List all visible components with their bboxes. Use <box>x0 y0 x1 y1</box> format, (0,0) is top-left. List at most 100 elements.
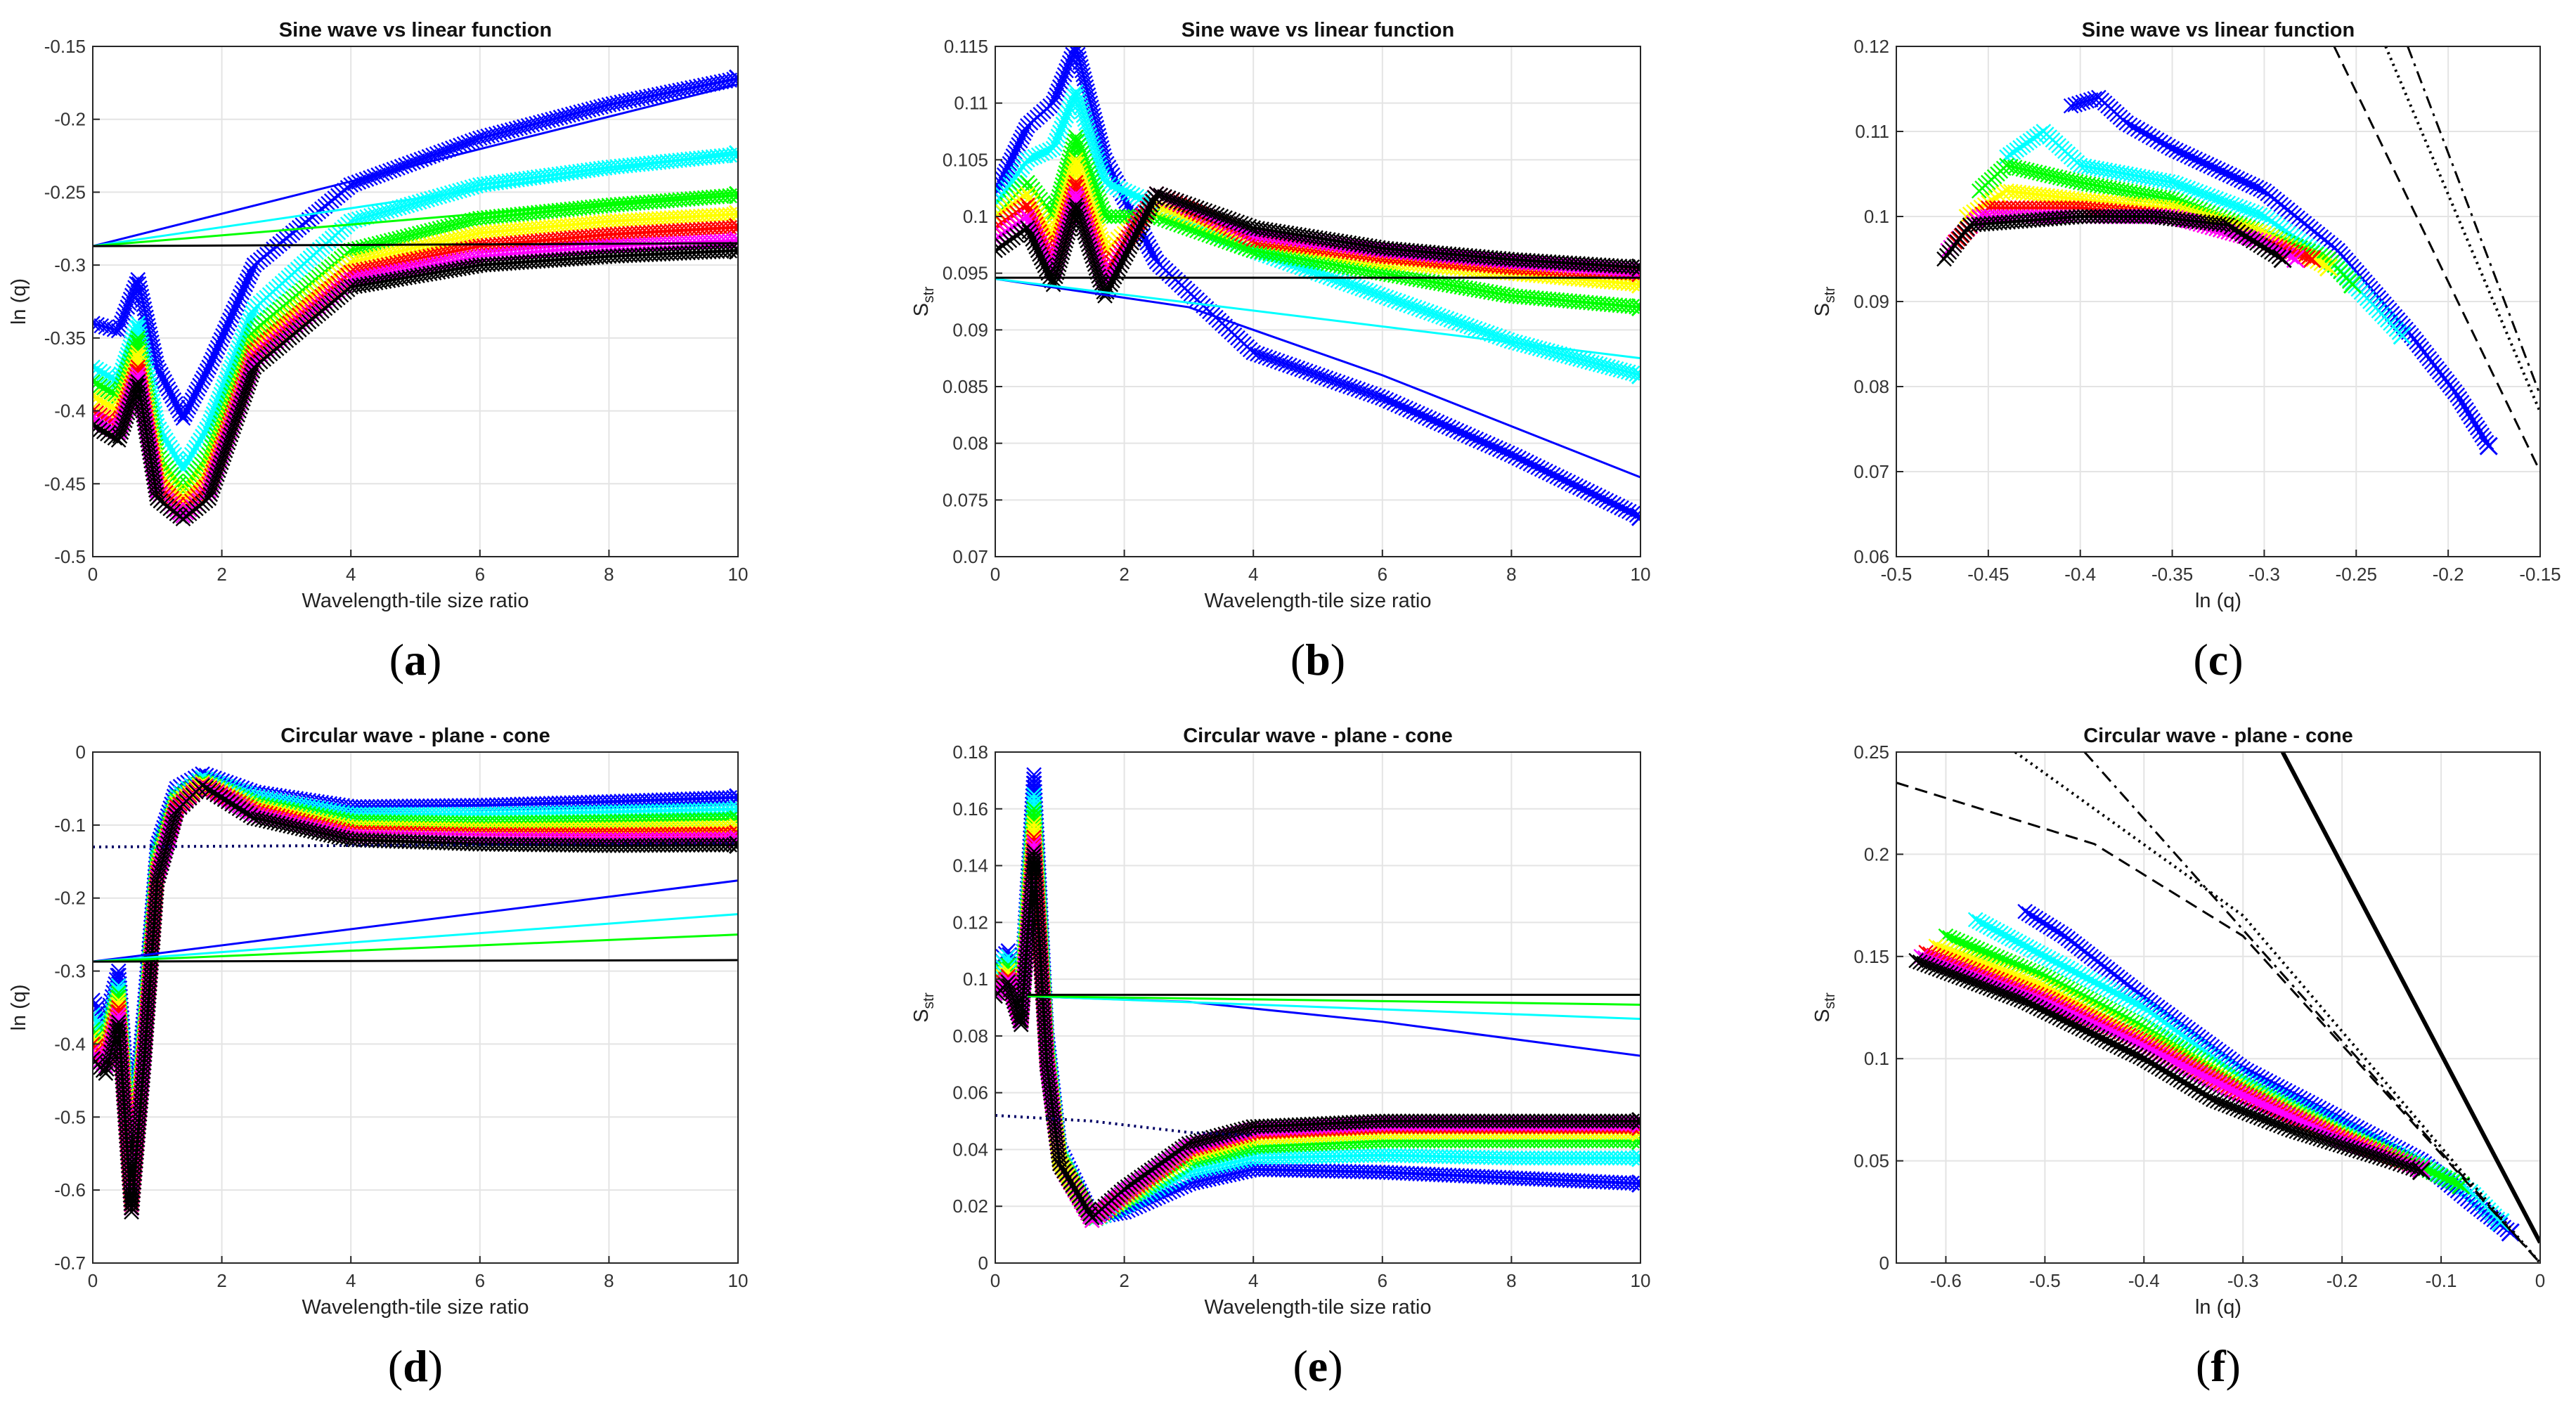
series-blue-line <box>995 278 1640 479</box>
series-blue-marker <box>418 150 433 166</box>
series-blue-marker <box>93 992 101 1008</box>
series-black-marker <box>2234 226 2250 242</box>
series-cyan-marker <box>2252 207 2268 223</box>
y-axis-label-main: S <box>910 303 933 316</box>
x-tick-label: 4 <box>1248 564 1258 585</box>
series-cyan-marker <box>93 359 101 375</box>
series-black-marker <box>1193 202 1209 217</box>
series-black-marker <box>1177 196 1193 212</box>
x-tick-label: -0.45 <box>1967 564 2009 585</box>
series-blue-marker <box>110 323 127 339</box>
series-black-marker <box>1237 217 1253 233</box>
series-black-marker <box>242 371 258 387</box>
series-yellow-marker <box>93 392 108 408</box>
series-yellow-marker <box>1629 276 1640 292</box>
series-blue-marker <box>160 381 176 397</box>
series-red-marker <box>93 405 105 421</box>
series-blue-marker <box>1245 344 1262 361</box>
series-blue-marker <box>1286 358 1302 375</box>
series-green-marker <box>93 376 105 391</box>
series-magenta-marker <box>93 413 105 428</box>
series-blue-marker <box>1557 472 1572 488</box>
series-cyan-marker <box>1047 136 1063 153</box>
series-black-marker <box>1124 235 1139 251</box>
series-cyan-marker <box>1326 271 1342 287</box>
panel-label-letter: b <box>1305 635 1331 685</box>
panel-label-open: ( <box>2193 635 2208 685</box>
series-cyan-marker <box>1451 315 1467 331</box>
y-axis-label-subscript: str <box>1822 287 1838 303</box>
series-blue-marker <box>114 315 129 331</box>
series-black-marker <box>1021 224 1037 240</box>
series-blue-marker <box>1146 250 1163 266</box>
series-blue-marker <box>209 339 226 356</box>
y-tick-label: 0.11 <box>1855 121 1889 142</box>
series-blue-marker <box>2203 158 2218 174</box>
series-blue-marker <box>2229 171 2246 186</box>
plot-area <box>93 69 738 526</box>
series-black-marker <box>240 375 257 391</box>
series-cyan-marker <box>1439 311 1455 327</box>
series-blue-marker <box>1421 410 1437 427</box>
series-blue-marker <box>2214 164 2230 179</box>
series-green-marker <box>96 380 112 396</box>
series-cyan-marker <box>1423 305 1439 321</box>
series-yellow-marker <box>2310 254 2325 269</box>
plot-area <box>93 766 738 1220</box>
series-blue-marker <box>231 292 247 309</box>
series-black-marker <box>1020 220 1035 235</box>
series-blue-marker <box>1437 418 1453 434</box>
series-red-marker <box>93 403 101 419</box>
series-black-marker <box>2260 242 2276 258</box>
series-cyan-end-marker <box>728 145 738 164</box>
series-blue-marker <box>242 265 259 281</box>
series-black-marker <box>2227 221 2243 238</box>
series-cyan-marker <box>1359 283 1374 298</box>
series-green-end-marker <box>728 186 738 205</box>
series-blue-marker <box>184 392 200 408</box>
series-black-marker <box>1023 228 1039 243</box>
series-cyan-marker <box>2220 195 2237 211</box>
series-magenta-marker <box>2284 249 2300 265</box>
x-tick-label: 4 <box>346 564 356 585</box>
series-dashed-ref <box>2333 46 2540 472</box>
series-yellow-marker <box>93 390 105 406</box>
series-cyan-marker <box>1475 323 1491 339</box>
series-black-marker <box>238 383 254 399</box>
series-blue-marker <box>2126 119 2142 135</box>
series-cyan-marker <box>1443 312 1459 328</box>
series-blue-marker <box>2245 178 2260 193</box>
series-blue-marker <box>1334 376 1350 391</box>
series-blue-marker <box>1047 91 1063 107</box>
series-blue-marker <box>1413 407 1430 423</box>
series-blue-marker <box>232 288 248 304</box>
panel-label-open: ( <box>389 635 404 685</box>
series-blue-marker <box>2461 406 2476 421</box>
series-blue-marker <box>1468 431 1484 447</box>
series-black-marker <box>2241 231 2258 247</box>
series-blue-marker <box>1346 380 1362 396</box>
series-blue-marker <box>215 328 231 344</box>
series-blue-marker <box>2454 394 2470 410</box>
series-black-marker <box>1205 206 1221 221</box>
series-blue-marker <box>1257 349 1274 365</box>
series-blue-marker <box>239 273 255 289</box>
y-tick-label: 0.095 <box>943 263 988 284</box>
series-blue-marker <box>1507 448 1523 465</box>
series-blue-marker <box>1610 498 1626 514</box>
series-blue-marker <box>155 370 171 386</box>
series-blue-marker <box>1545 467 1561 483</box>
series-blue-marker <box>1491 441 1508 458</box>
series-black-marker <box>214 451 231 467</box>
panel-label-letter: c <box>2208 635 2228 685</box>
series-black-marker <box>243 367 259 383</box>
series-blue-marker <box>166 392 182 408</box>
series-cyan-marker <box>2196 186 2212 202</box>
series-blue-marker <box>198 366 213 382</box>
series-blue-marker <box>2452 391 2468 407</box>
series-black-marker <box>216 446 232 462</box>
series-cyan-marker <box>2173 177 2188 193</box>
series-cyan-marker <box>1394 295 1411 311</box>
series-blue-marker <box>1625 505 1640 522</box>
